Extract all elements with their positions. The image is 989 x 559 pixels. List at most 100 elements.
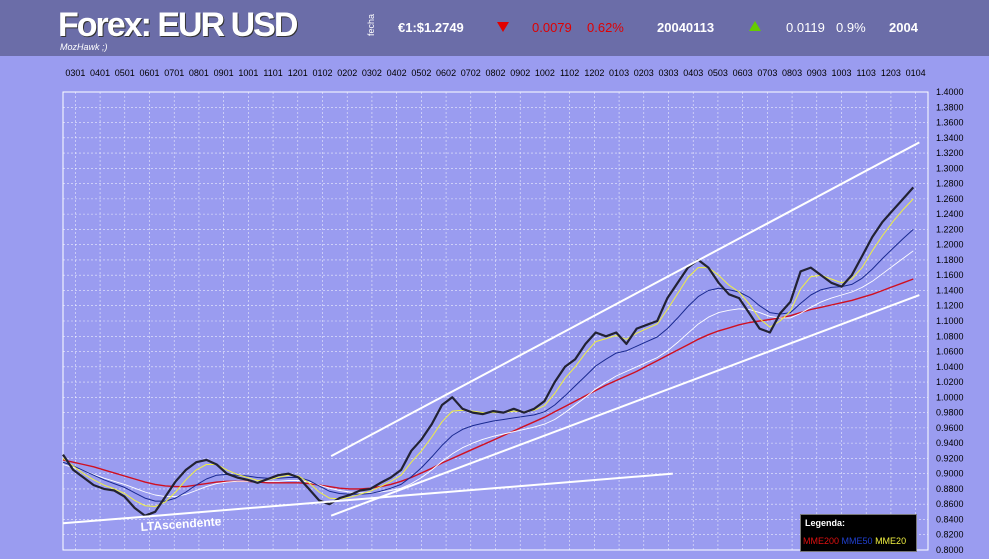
y-tick-label: 1.1800: [936, 255, 964, 265]
down-arrow-icon: [497, 22, 509, 32]
x-tick-label: 0701: [164, 68, 184, 78]
x-tick-label: 0802: [485, 68, 505, 78]
y-tick-label: 1.2000: [936, 240, 964, 250]
x-tick-label: 0901: [214, 68, 234, 78]
y-tick-label: 0.8200: [936, 530, 964, 540]
legend-items: MME200 MME50 MME20: [803, 536, 906, 546]
x-tick-label: 1101: [263, 68, 282, 78]
legend-mme20: MME20: [875, 536, 907, 546]
x-tick-label: 0902: [510, 68, 530, 78]
y-tick-label: 1.2200: [936, 224, 964, 234]
y-tick-label: 1.0800: [936, 331, 964, 341]
x-tick-label: 0302: [362, 68, 382, 78]
y-tick-label: 1.3200: [936, 148, 964, 158]
x-tick-label: 0502: [411, 68, 431, 78]
legend-title: Legenda:: [805, 518, 846, 528]
x-tick-label: 0703: [757, 68, 777, 78]
y-tick-label: 1.2800: [936, 179, 964, 189]
x-tick-label: 1102: [560, 68, 579, 78]
x-tick-label: 1202: [584, 68, 604, 78]
trendline-1: [330, 294, 920, 517]
year-change-percent: 0.9%: [836, 20, 866, 35]
series-mme50: [62, 229, 914, 502]
y-tick-label: 1.1400: [936, 285, 964, 295]
y-tick-label: 0.9200: [936, 453, 964, 463]
x-tick-label: 0203: [634, 68, 654, 78]
day-change-percent: 0.62%: [587, 20, 624, 35]
y-tick-label: 0.9600: [936, 423, 964, 433]
x-tick-label: 1002: [535, 68, 555, 78]
y-tick-label: 1.3000: [936, 163, 964, 173]
y-tick-label: 0.8000: [936, 545, 964, 555]
x-tick-label: 0801: [189, 68, 209, 78]
y-tick-label: 1.2600: [936, 194, 964, 204]
y-tick-label: 1.0200: [936, 377, 964, 387]
x-tick-label: 0301: [65, 68, 85, 78]
y-tick-label: 0.9000: [936, 469, 964, 479]
y-tick-label: 0.8600: [936, 499, 964, 509]
trendlines: LTAscendente: [62, 141, 920, 534]
x-tick-label: 0603: [733, 68, 753, 78]
page-title: Forex: EUR USD: [58, 6, 298, 44]
chart-series: [62, 186, 915, 517]
trendline-label: LTAscendente: [140, 514, 222, 534]
y-tick-label: 1.1200: [936, 301, 964, 311]
y-tick-label: 0.9800: [936, 408, 964, 418]
x-tick-label: 0602: [436, 68, 456, 78]
series-white_ma: [62, 250, 914, 498]
x-tick-label: 0903: [807, 68, 827, 78]
trendline-0: [62, 472, 673, 525]
x-tick-label: 0202: [337, 68, 357, 78]
year-label: 2004: [889, 20, 918, 35]
x-tick-label: 0303: [658, 68, 678, 78]
y-tick-label: 0.8800: [936, 484, 964, 494]
x-tick-label: 0103: [609, 68, 629, 78]
x-tick-label: 1003: [831, 68, 851, 78]
legend-mme50: MME50: [841, 536, 873, 546]
x-tick-label: 0503: [708, 68, 728, 78]
y-tick-label: 1.1600: [936, 270, 964, 280]
up-arrow-icon: [749, 21, 761, 31]
x-tick-labels: 0301 0401 0501 0601 0701 0801 0901 1001 1101 1201…: [65, 68, 925, 78]
x-tick-label: 0803: [782, 68, 802, 78]
year-change-value: 0.0119: [786, 20, 825, 35]
x-tick-label: 0702: [461, 68, 481, 78]
rate-label: €1:$1.2749: [398, 20, 464, 35]
y-tick-label: 1.0600: [936, 347, 964, 357]
x-tick-label: 0501: [115, 68, 135, 78]
x-tick-label: 1001: [238, 68, 258, 78]
y-tick-label: 1.3400: [936, 133, 964, 143]
x-tick-label: 1103: [857, 68, 876, 78]
legend: Legenda: MME200 MME50 MME20: [800, 514, 917, 552]
y-tick-labels: 0.8000 0.8200 0.8400 0.8600 0.8800 0.9000 0.92…: [936, 87, 964, 555]
x-tick-label: 0601: [139, 68, 159, 78]
y-tick-label: 0.8400: [936, 514, 964, 524]
date-label: 20040113: [657, 20, 715, 35]
series-mme200: [62, 278, 914, 490]
day-change-value: 0.0079: [532, 20, 572, 35]
x-tick-label: 0402: [387, 68, 407, 78]
chart-grid: [62, 91, 929, 551]
y-tick-label: 1.3800: [936, 102, 964, 112]
x-tick-label: 0102: [312, 68, 332, 78]
x-tick-label: 0403: [683, 68, 703, 78]
y-tick-label: 1.2400: [936, 209, 964, 219]
series-price: [62, 186, 915, 517]
header-bar: Forex: EUR USD MozHawk ;) fecha €1:$1.27…: [0, 0, 989, 56]
y-tick-label: 1.4000: [936, 87, 964, 97]
legend-mme200: MME200: [803, 536, 840, 546]
author-label: MozHawk ;): [60, 42, 108, 52]
trendline-2: [330, 141, 920, 457]
y-tick-label: 1.0400: [936, 362, 964, 372]
series-mme20: [62, 198, 914, 507]
x-tick-label: 0104: [906, 68, 926, 78]
x-tick-label: 1201: [288, 68, 308, 78]
y-tick-label: 1.1000: [936, 316, 964, 326]
x-tick-label: 1203: [881, 68, 901, 78]
x-tick-label: 0401: [90, 68, 110, 78]
y-tick-label: 0.9400: [936, 438, 964, 448]
y-tick-label: 1.3600: [936, 118, 964, 128]
y-tick-label: 1.0000: [936, 392, 964, 402]
